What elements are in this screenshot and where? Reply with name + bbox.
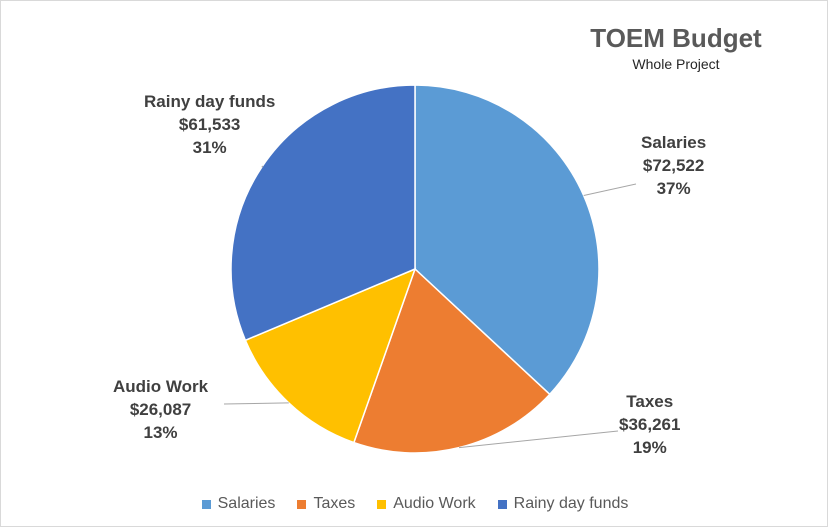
legend-label: Rainy day funds [513,495,629,512]
legend-item-taxes: Taxes [297,495,355,513]
slice-value-label: $61,533 [178,115,241,134]
slice-value-label: $36,261 [619,415,681,434]
slice-name-label: Rainy day funds [144,92,276,111]
slice-percent-label: 31% [192,138,227,157]
slice-name-label: Salaries [641,133,707,152]
slice-name-label: Audio Work [113,377,209,396]
legend-item-rainy-day-funds: Rainy day funds [497,495,629,513]
chart-subtitle: Whole Project [632,56,720,72]
slice-percent-label: 13% [143,423,178,442]
leader-line-audio-work [223,402,289,405]
legend-swatch [497,499,507,509]
slice-name-label: Taxes [626,392,674,411]
legend-swatch [297,499,307,509]
slice-percent-label: 37% [656,179,691,198]
legend-item-audio-work: Audio Work [377,495,476,513]
slice-value-label: $26,087 [129,400,192,419]
leader-line-rainy-day-funds [261,165,264,168]
data-label-rainy-day-funds: Rainy day funds $61,533 31% [144,90,275,159]
legend-label: Audio Work [393,495,476,512]
chart-title: TOEM Budget [590,23,762,53]
legend-swatch [377,499,387,509]
leader-line-salaries [583,183,637,197]
legend-item-salaries: Salaries [201,495,276,513]
slice-percent-label: 19% [632,438,667,457]
leader-line-taxes [458,430,619,449]
data-label-salaries: Salaries $72,522 37% [641,131,706,200]
pie-slice-salaries [414,84,600,396]
legend-label: Taxes [313,495,356,512]
legend-swatch [201,499,211,509]
pie-slice-taxes [352,267,551,454]
data-label-audio-work: Audio Work $26,087 13% [113,375,208,444]
legend-label: Salaries [217,495,276,512]
data-label-taxes: Taxes $36,261 19% [619,390,680,459]
legend: Salaries Taxes Audio Work Rainy day fund… [1,495,828,513]
slice-value-label: $72,522 [642,156,705,175]
